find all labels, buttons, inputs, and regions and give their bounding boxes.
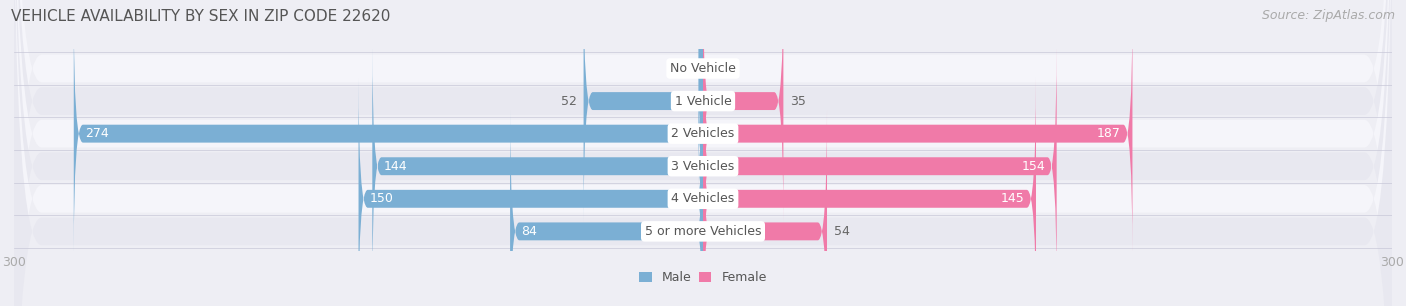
- FancyBboxPatch shape: [693, 0, 707, 190]
- Text: 2 Vehicles: 2 Vehicles: [672, 127, 734, 140]
- FancyBboxPatch shape: [373, 45, 703, 288]
- FancyBboxPatch shape: [359, 77, 703, 306]
- FancyBboxPatch shape: [14, 0, 1392, 306]
- Text: 187: 187: [1097, 127, 1121, 140]
- FancyBboxPatch shape: [14, 0, 1392, 306]
- Text: 154: 154: [1021, 160, 1045, 173]
- FancyBboxPatch shape: [703, 12, 1132, 255]
- FancyBboxPatch shape: [703, 110, 827, 306]
- FancyBboxPatch shape: [583, 0, 703, 222]
- Text: VEHICLE AVAILABILITY BY SEX IN ZIP CODE 22620: VEHICLE AVAILABILITY BY SEX IN ZIP CODE …: [11, 9, 391, 24]
- FancyBboxPatch shape: [14, 0, 1392, 306]
- Legend: Male, Female: Male, Female: [634, 266, 772, 289]
- Text: 150: 150: [370, 192, 394, 205]
- Text: 274: 274: [86, 127, 110, 140]
- Text: 84: 84: [522, 225, 537, 238]
- Text: 54: 54: [834, 225, 849, 238]
- FancyBboxPatch shape: [73, 12, 703, 255]
- Text: 1 Vehicle: 1 Vehicle: [675, 95, 731, 108]
- Text: 145: 145: [1001, 192, 1025, 205]
- FancyBboxPatch shape: [703, 0, 783, 222]
- Text: 0: 0: [710, 62, 718, 75]
- Text: 2: 2: [683, 62, 692, 75]
- FancyBboxPatch shape: [14, 0, 1392, 306]
- FancyBboxPatch shape: [14, 0, 1392, 306]
- Text: 4 Vehicles: 4 Vehicles: [672, 192, 734, 205]
- Text: 52: 52: [561, 95, 576, 108]
- FancyBboxPatch shape: [510, 110, 703, 306]
- Text: 3 Vehicles: 3 Vehicles: [672, 160, 734, 173]
- Text: 144: 144: [384, 160, 408, 173]
- FancyBboxPatch shape: [703, 45, 1057, 288]
- FancyBboxPatch shape: [14, 0, 1392, 306]
- Text: 35: 35: [790, 95, 806, 108]
- Text: No Vehicle: No Vehicle: [671, 62, 735, 75]
- Text: 5 or more Vehicles: 5 or more Vehicles: [645, 225, 761, 238]
- FancyBboxPatch shape: [703, 77, 1036, 306]
- Text: Source: ZipAtlas.com: Source: ZipAtlas.com: [1261, 9, 1395, 22]
